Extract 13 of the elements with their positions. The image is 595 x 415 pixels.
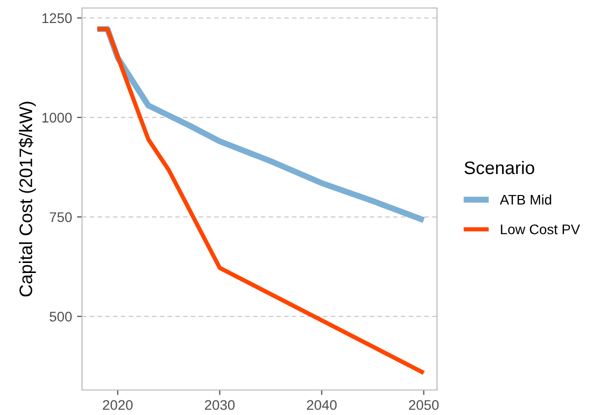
legend-label: ATB Mid (500, 194, 552, 205)
x-tick-label: 2020 (102, 400, 133, 410)
y-tick-label: 1250 (42, 13, 72, 24)
y-tick-label: 500 (50, 312, 72, 322)
y-tick-label: 1000 (42, 112, 72, 123)
x-tick-label: 2030 (204, 400, 235, 410)
y-tick-label: 750 (50, 212, 72, 222)
legend-title: Scenario (464, 160, 534, 174)
y-axis-title: Capital Cost (2017$/kW) (18, 102, 36, 296)
line-series (95, 27, 426, 375)
x-tick-label: 2050 (408, 400, 439, 410)
legend-label: Low Cost PV (500, 224, 580, 234)
x-tick-label: 2040 (306, 400, 337, 410)
